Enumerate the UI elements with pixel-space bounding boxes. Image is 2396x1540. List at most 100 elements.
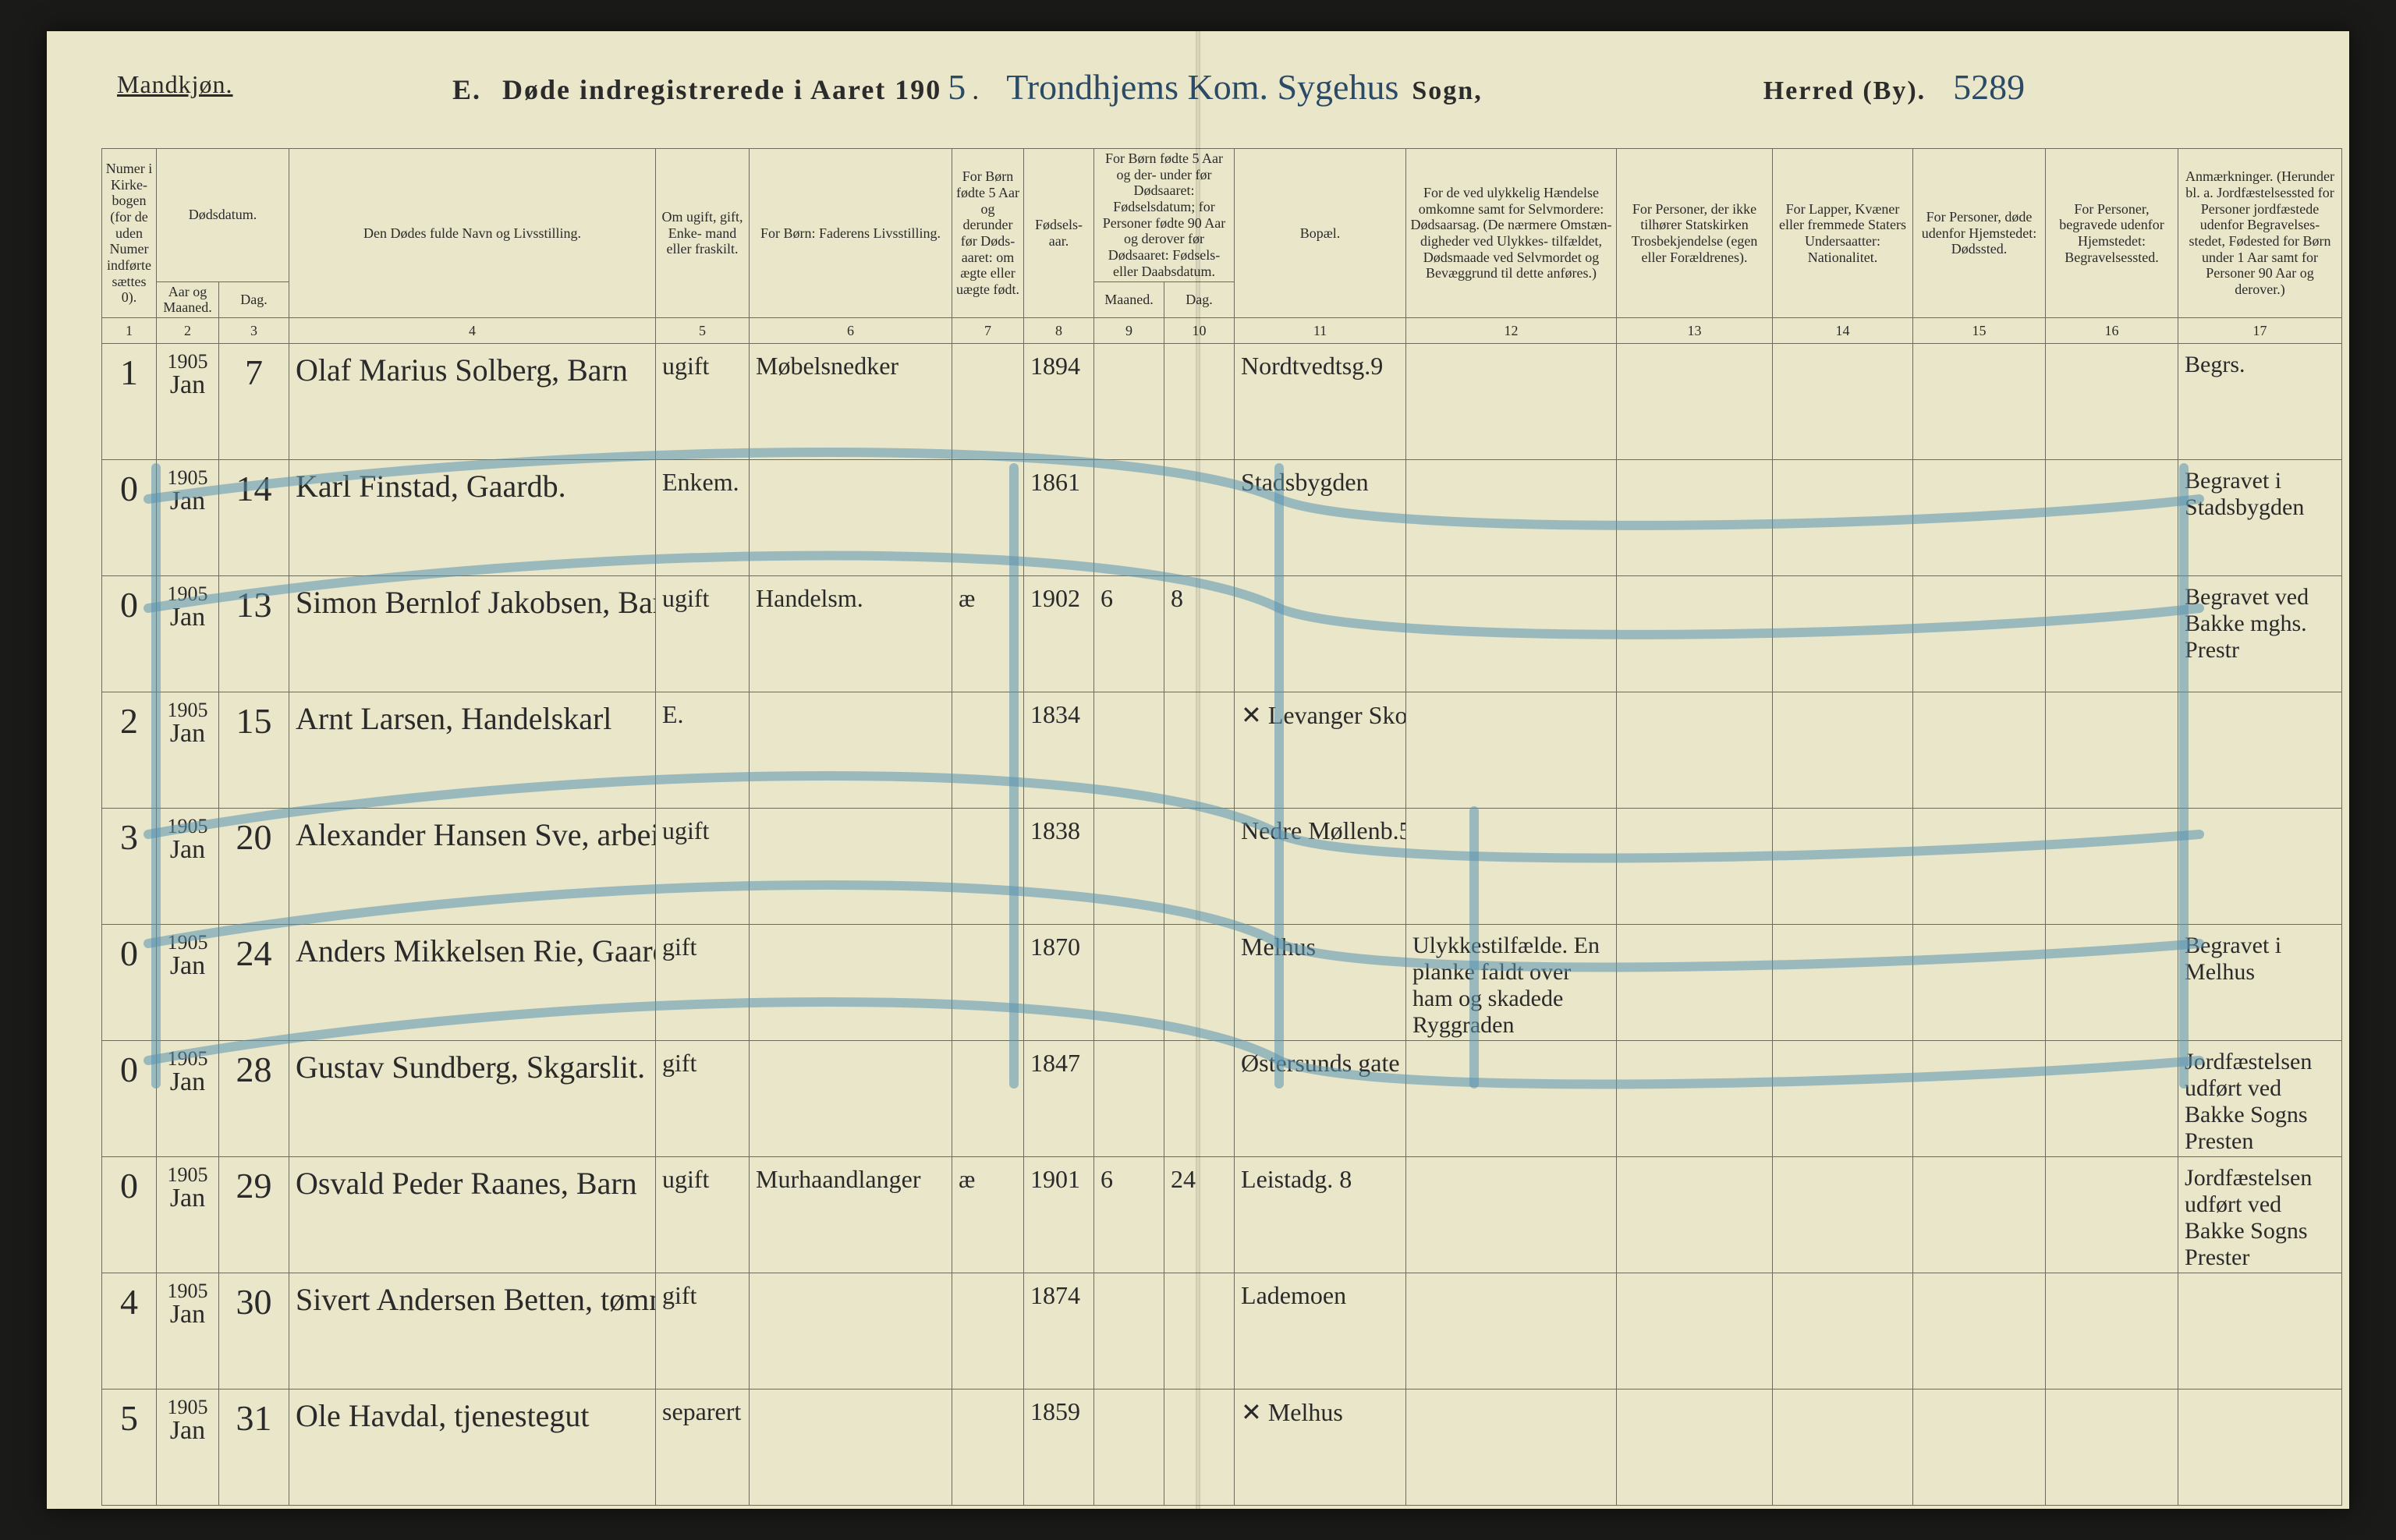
cell-status: Enkem.	[656, 459, 750, 575]
cell-num: 4	[102, 1273, 157, 1389]
cell-birthday	[1164, 343, 1235, 459]
cell-year-month: 1905Jan	[157, 343, 219, 459]
cell-birthmonth	[1094, 1040, 1164, 1156]
cell-birthyear: 1847	[1024, 1040, 1094, 1156]
cell-birthmonth	[1094, 924, 1164, 1040]
cell-relig	[1617, 808, 1773, 924]
cell-burialpl	[2046, 575, 2178, 692]
cell-deathpl	[1913, 808, 2046, 924]
cell-bopael: ✕ Levanger Skogn	[1235, 692, 1406, 808]
cell-father	[750, 924, 952, 1040]
cell-year-month: 1905Jan	[157, 459, 219, 575]
colnum-17: 17	[2178, 317, 2342, 343]
cell-relig	[1617, 1040, 1773, 1156]
cell-birthmonth	[1094, 1273, 1164, 1389]
cell-num: 0	[102, 1040, 157, 1156]
cell-remarks: Begrs.	[2178, 343, 2342, 459]
cell-father	[750, 459, 952, 575]
cell-year-month: 1905Jan	[157, 1273, 219, 1389]
cell-day: 24	[219, 924, 289, 1040]
cell-legit	[952, 459, 1024, 575]
col-header-1: Numer i Kirke- bogen (for de uden Numer …	[102, 149, 157, 318]
cell-birthday	[1164, 924, 1235, 1040]
cell-name: Sivert Andersen Betten, tømmermand	[289, 1273, 656, 1389]
cell-birthday	[1164, 1040, 1235, 1156]
cell-bopael: Nordtvedtsg.9	[1235, 343, 1406, 459]
cell-name: Gustav Sundberg, Skgarslit.	[289, 1040, 656, 1156]
cell-father	[750, 1389, 952, 1505]
gender-label: Mandkjøn.	[117, 70, 233, 99]
colnum-4: 4	[289, 317, 656, 343]
cell-burialpl	[2046, 1273, 2178, 1389]
cell-burialpl	[2046, 924, 2178, 1040]
col-header-2: Aar og Maaned.	[157, 281, 219, 317]
cell-legit	[952, 924, 1024, 1040]
cell-bopael: Melhus	[1235, 924, 1406, 1040]
col-header-13: For Personer, der ikke tilhører Statskir…	[1617, 149, 1773, 318]
cell-day: 29	[219, 1156, 289, 1273]
cell-year-month: 1905Jan	[157, 575, 219, 692]
cell-father	[750, 808, 952, 924]
cell-year-month: 1905Jan	[157, 808, 219, 924]
register-page: Mandkjøn. E. Døde indregistrerede i Aare…	[47, 31, 2349, 1509]
cell-day: 13	[219, 575, 289, 692]
colnum-7: 7	[952, 317, 1024, 343]
colnum-6: 6	[750, 317, 952, 343]
table-body: 11905Jan7Olaf Marius Solberg, BarnugiftM…	[102, 343, 2342, 1505]
cell-status: gift	[656, 1273, 750, 1389]
cell-day: 20	[219, 808, 289, 924]
cell-status: ugift	[656, 1156, 750, 1273]
cell-relig	[1617, 1273, 1773, 1389]
col-header-17: Anmærkninger. (Herunder bl. a. Jordfæste…	[2178, 149, 2342, 318]
cell-nat	[1773, 343, 1913, 459]
cell-birthmonth: 6	[1094, 1156, 1164, 1273]
cell-remarks	[2178, 1273, 2342, 1389]
cell-bopael: Nedre Møllenb.5	[1235, 808, 1406, 924]
cell-deathpl	[1913, 459, 2046, 575]
cell-cause	[1406, 575, 1617, 692]
title-prefix: Døde indregistrerede i Aaret 190	[502, 74, 941, 105]
table-row: 01905Jan28Gustav Sundberg, Skgarslit.gif…	[102, 1040, 2342, 1156]
page-title: E. Døde indregistrerede i Aaret 1905. Tr…	[452, 66, 2287, 108]
cell-name: Arnt Larsen, Handelskarl	[289, 692, 656, 808]
cell-day: 30	[219, 1273, 289, 1389]
cell-nat	[1773, 459, 1913, 575]
colnum-9: 9	[1094, 317, 1164, 343]
cell-birthyear: 1874	[1024, 1273, 1094, 1389]
cell-birthday	[1164, 459, 1235, 575]
cell-bopael: Stadsbygden	[1235, 459, 1406, 575]
cell-status: E.	[656, 692, 750, 808]
cell-legit	[952, 1040, 1024, 1156]
table-row: 21905Jan15Arnt Larsen, HandelskarlE.1834…	[102, 692, 2342, 808]
cell-birthyear: 1902	[1024, 575, 1094, 692]
sogn-name: Trondhjems Kom. Sygehus	[1000, 66, 1405, 108]
cell-remarks: Jordfæstelsen udført ved Bakke Sogns Pre…	[2178, 1040, 2342, 1156]
col-header-5: Om ugift, gift, Enke- mand eller fraskil…	[656, 149, 750, 318]
col-header-14: For Lapper, Kvæner eller fremmede Stater…	[1773, 149, 1913, 318]
cell-birthyear: 1894	[1024, 343, 1094, 459]
cell-deathpl	[1913, 343, 2046, 459]
table-row: 41905Jan30Sivert Andersen Betten, tømmer…	[102, 1273, 2342, 1389]
cell-legit: æ	[952, 1156, 1024, 1273]
col-header-11: Bopæl.	[1235, 149, 1406, 318]
cell-nat	[1773, 924, 1913, 1040]
sogn-label: Sogn,	[1412, 76, 1482, 105]
col-header-9g: For Børn fødte 5 Aar og der- under før D…	[1094, 149, 1235, 282]
cell-num: 1	[102, 343, 157, 459]
cell-deathpl	[1913, 1040, 2046, 1156]
table-row: 51905Jan31Ole Havdal, tjenestegutseparer…	[102, 1389, 2342, 1505]
cell-year-month: 1905Jan	[157, 1040, 219, 1156]
col-header-8: Fødsels- aar.	[1024, 149, 1094, 318]
cell-birthyear: 1834	[1024, 692, 1094, 808]
cell-birthmonth	[1094, 692, 1164, 808]
cell-burialpl	[2046, 1389, 2178, 1505]
cell-bopael: ✕ Melhus	[1235, 1389, 1406, 1505]
cell-remarks	[2178, 808, 2342, 924]
col-header-7: For Børn fødte 5 Aar og derunder før Død…	[952, 149, 1024, 318]
cell-name: Osvald Peder Raanes, Barn	[289, 1156, 656, 1273]
cell-num: 5	[102, 1389, 157, 1505]
cell-remarks: Jordfæstelsen udført ved Bakke Sogns Pre…	[2178, 1156, 2342, 1273]
cell-remarks: Begravet ved Bakke mghs. Prestr	[2178, 575, 2342, 692]
cell-deathpl	[1913, 575, 2046, 692]
table-header: Numer i Kirke- bogen (for de uden Numer …	[102, 149, 2342, 344]
